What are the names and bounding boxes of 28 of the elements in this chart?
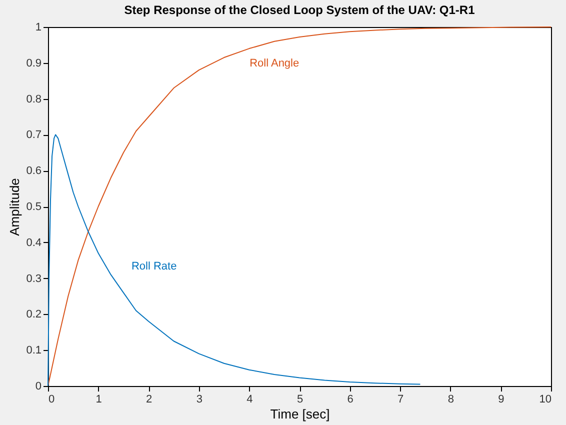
y-tick-label: 0.5 (26, 201, 42, 213)
y-tick-label: 1 (35, 22, 42, 34)
y-tick-label: 0.6 (26, 165, 42, 178)
x-axis-title: Time [sec] (270, 406, 330, 422)
y-tick-label: 0.2 (26, 308, 42, 321)
x-tick-label: 3 (196, 394, 202, 406)
line-series (48, 134, 421, 386)
x-tick-label: 4 (246, 394, 253, 406)
x-tick-label: 9 (498, 394, 504, 406)
y-tick-label: 0.8 (26, 93, 42, 106)
y-tick-label: 0.4 (26, 236, 42, 249)
x-tick-label: 2 (146, 394, 152, 406)
x-tick-label: 1 (96, 394, 102, 406)
chart-title: Step Response of the Closed Loop System of the UAV: Q1-R1 (124, 3, 476, 17)
y-axis-title: Amplitude (7, 178, 22, 236)
series-label: Roll Angle (250, 57, 300, 70)
y-tick-label: 0.1 (26, 344, 42, 357)
x-tick-label: 7 (398, 394, 404, 406)
y-tick-label: 0.3 (26, 272, 42, 285)
series-label: Roll Rate (131, 260, 177, 273)
x-tick-label: 5 (296, 394, 304, 406)
x-tick-label: 0 (48, 394, 55, 406)
y-tick-label: 0.9 (26, 57, 42, 70)
y-tick-label: 0.7 (26, 129, 42, 142)
x-tick-label: 6 (347, 394, 354, 406)
x-tick-label: 10 (539, 394, 552, 406)
y-tick-label: 0 (35, 380, 42, 392)
x-tick-label: 8 (448, 394, 454, 406)
